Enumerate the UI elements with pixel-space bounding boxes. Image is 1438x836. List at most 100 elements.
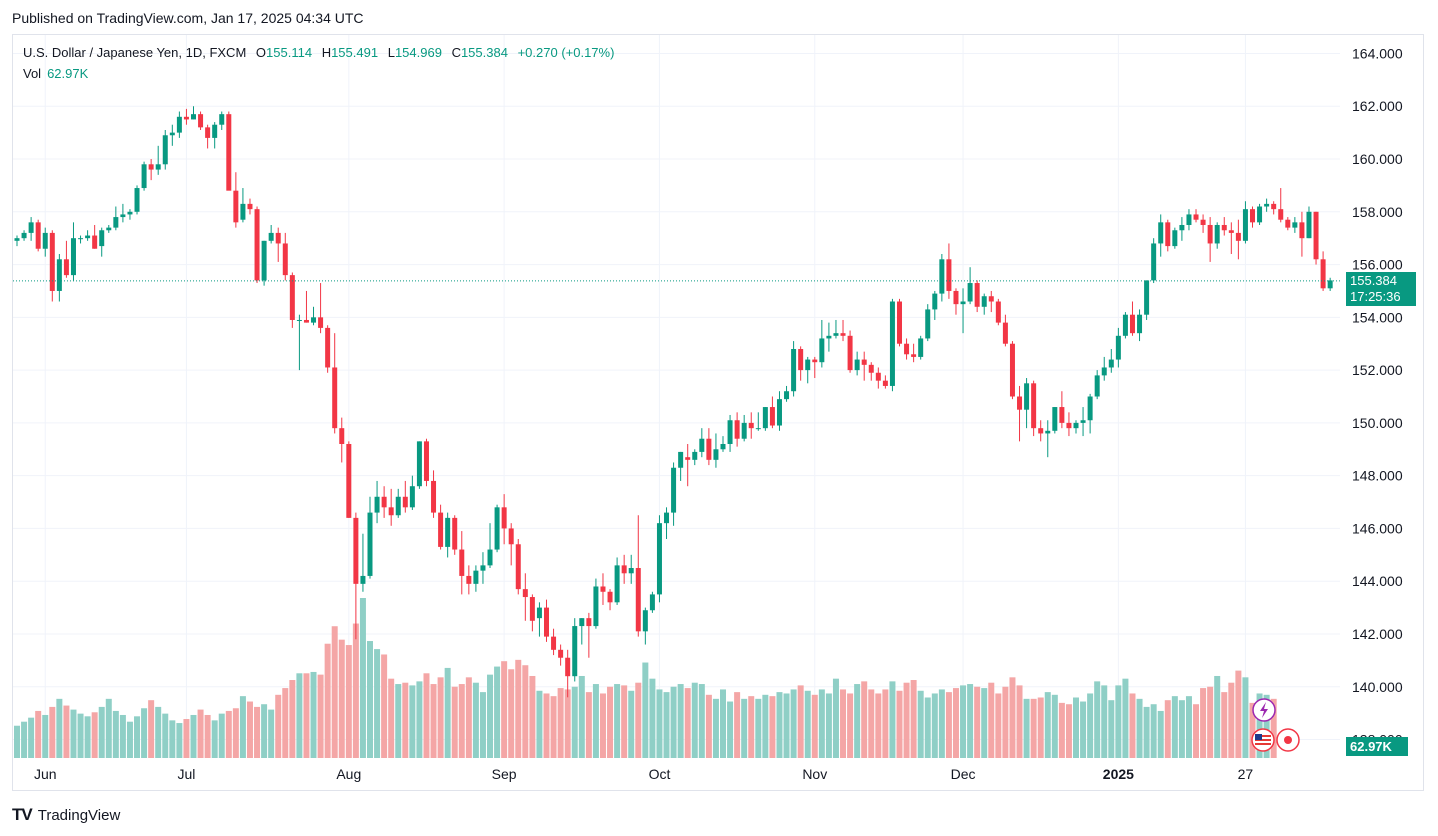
candle-body bbox=[656, 523, 662, 595]
candle-body bbox=[431, 480, 437, 513]
candle-body bbox=[875, 372, 881, 381]
candle bbox=[233, 172, 239, 228]
candle-body bbox=[332, 367, 338, 429]
candle bbox=[946, 243, 952, 299]
volume-bar bbox=[1200, 688, 1207, 758]
volume-bar bbox=[1094, 681, 1101, 758]
volume-bar bbox=[296, 673, 303, 758]
volume-bar bbox=[1235, 670, 1242, 758]
candle bbox=[494, 504, 500, 553]
candle-body bbox=[1009, 343, 1015, 397]
candle bbox=[1313, 211, 1319, 265]
candle bbox=[423, 438, 429, 487]
candle bbox=[70, 222, 76, 281]
volume-bar bbox=[254, 706, 261, 758]
candle-body bbox=[1299, 222, 1305, 239]
open-label: O bbox=[255, 45, 267, 60]
candle-body bbox=[1320, 259, 1326, 289]
candle bbox=[967, 267, 973, 305]
candle-body bbox=[303, 319, 309, 323]
candle bbox=[296, 314, 302, 371]
candle-body bbox=[551, 636, 557, 650]
candle bbox=[565, 649, 571, 698]
candle-body bbox=[473, 570, 479, 584]
candle-body bbox=[311, 317, 317, 323]
volume-bars bbox=[14, 598, 1277, 758]
candle bbox=[85, 230, 91, 241]
volume-bar bbox=[1101, 685, 1108, 758]
candle bbox=[1264, 198, 1270, 212]
volume-bar bbox=[374, 649, 381, 758]
volume-bar bbox=[614, 684, 621, 758]
volume-bar bbox=[162, 713, 169, 758]
candle-body bbox=[346, 443, 352, 518]
volume-bar bbox=[472, 682, 479, 758]
footer-brand[interactable]: TV TradingView bbox=[12, 805, 120, 825]
published-caption: Published on TradingView.com, Jan 17, 20… bbox=[12, 10, 364, 26]
candle-body bbox=[1059, 407, 1065, 423]
volume-bar bbox=[289, 680, 296, 758]
candle bbox=[92, 224, 98, 249]
candle-body bbox=[296, 319, 302, 321]
volume-bar bbox=[1228, 682, 1235, 758]
candle-body bbox=[1158, 222, 1164, 244]
volume-bar bbox=[649, 678, 656, 758]
volume-bar bbox=[395, 684, 402, 758]
candle bbox=[791, 341, 797, 397]
y-tick-label: 150.000 bbox=[1352, 415, 1403, 431]
candle-body bbox=[14, 238, 20, 241]
candle-body bbox=[720, 443, 726, 450]
candle bbox=[127, 209, 133, 220]
candle bbox=[388, 488, 394, 526]
candle bbox=[685, 443, 691, 487]
candle-body bbox=[1193, 214, 1199, 220]
candle bbox=[134, 185, 140, 215]
volume-bar bbox=[1185, 696, 1192, 758]
candle bbox=[120, 203, 126, 223]
candle-body bbox=[459, 549, 465, 576]
volume-bar bbox=[430, 684, 437, 758]
candle-body bbox=[162, 135, 168, 165]
volume-bar bbox=[804, 690, 811, 758]
candle bbox=[381, 486, 387, 518]
candle-body bbox=[1137, 314, 1143, 334]
candle-body bbox=[438, 512, 444, 547]
volume-bar bbox=[677, 684, 684, 758]
candle bbox=[932, 290, 938, 320]
volume-bar bbox=[571, 686, 578, 758]
volume-bar bbox=[225, 710, 232, 758]
candle bbox=[1165, 219, 1171, 252]
candle bbox=[784, 385, 790, 402]
us-flag-icon[interactable] bbox=[1251, 728, 1275, 752]
candle-body bbox=[854, 359, 860, 371]
candle-body bbox=[1002, 322, 1008, 344]
candle-body bbox=[1179, 224, 1185, 231]
volume-bar bbox=[790, 689, 797, 758]
x-tick-label: Jun bbox=[34, 766, 57, 782]
candle bbox=[339, 417, 345, 463]
volume-bar bbox=[995, 693, 1002, 758]
candle bbox=[544, 599, 549, 642]
volume-bar bbox=[1221, 692, 1228, 758]
candle-body bbox=[268, 232, 274, 241]
candle-body bbox=[544, 607, 549, 637]
candle-body bbox=[1115, 335, 1121, 360]
candle bbox=[169, 124, 175, 146]
candle bbox=[35, 219, 41, 252]
symbol-title: U.S. Dollar / Japanese Yen, 1D, FXCM bbox=[23, 45, 247, 60]
volume-bar bbox=[1122, 678, 1129, 758]
lightning-icon[interactable] bbox=[1252, 698, 1276, 722]
candle bbox=[1200, 214, 1206, 233]
event-dot-icon[interactable] bbox=[1276, 728, 1300, 752]
candle-body bbox=[1228, 230, 1234, 233]
candle-body bbox=[1031, 383, 1037, 429]
volume-bar bbox=[522, 665, 529, 758]
candle bbox=[1193, 209, 1199, 223]
candle bbox=[939, 254, 945, 302]
candle bbox=[452, 515, 458, 555]
candle bbox=[628, 554, 634, 584]
candle-body bbox=[212, 124, 218, 138]
volume-bar bbox=[1193, 704, 1200, 758]
y-tick-label: 158.000 bbox=[1352, 204, 1403, 220]
